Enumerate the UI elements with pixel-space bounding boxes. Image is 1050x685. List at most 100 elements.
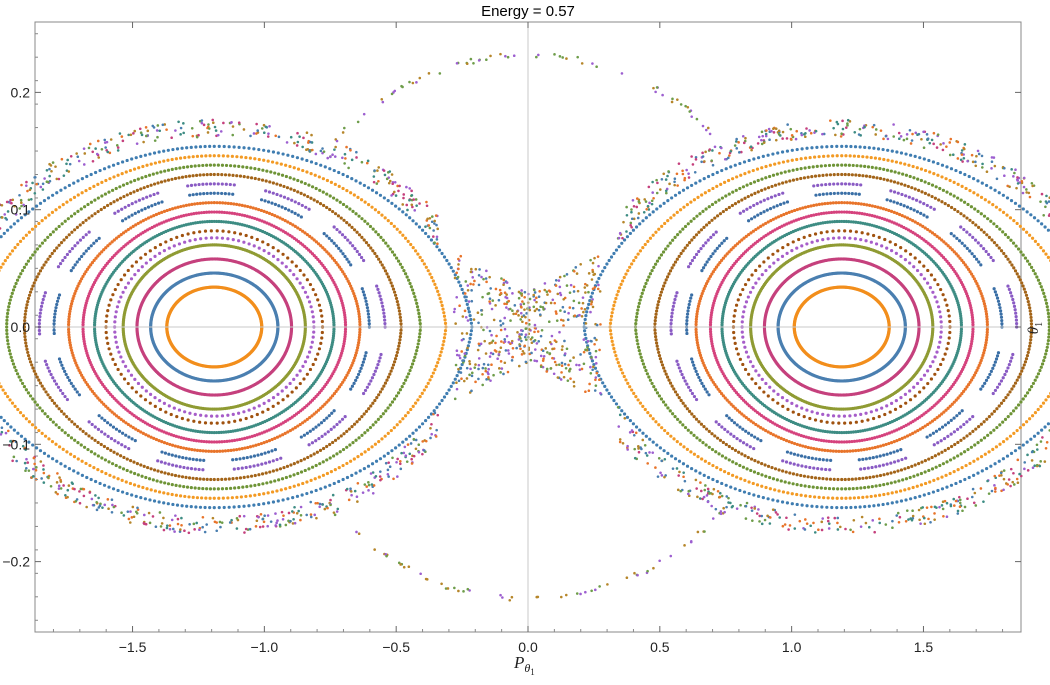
curve-point xyxy=(160,450,164,454)
chaotic-point xyxy=(116,149,120,152)
curve-point xyxy=(51,457,55,461)
curve-point xyxy=(220,173,224,177)
curve-point xyxy=(220,414,225,418)
chaotic-point xyxy=(130,516,134,519)
curve-point xyxy=(156,191,160,195)
curve-point xyxy=(233,419,237,423)
curve-point xyxy=(417,315,422,319)
chaotic-point xyxy=(400,451,403,455)
curve-point xyxy=(394,394,399,398)
chaotic-point xyxy=(255,122,258,126)
chaotic-point xyxy=(430,432,434,436)
chaotic-point xyxy=(302,136,305,140)
curve-point xyxy=(396,259,401,263)
curve-point xyxy=(14,281,18,286)
curve-point xyxy=(130,264,134,268)
curve-point xyxy=(406,239,410,243)
chaotic-point xyxy=(76,155,80,159)
chaotic-point xyxy=(6,210,10,213)
curve-point xyxy=(0,235,3,239)
curve-point xyxy=(152,499,157,503)
curve-point xyxy=(249,176,254,180)
curve-point xyxy=(182,465,186,470)
chaotic-point xyxy=(243,531,246,534)
curve-point xyxy=(366,186,371,190)
curve-point xyxy=(233,231,237,235)
curve-point xyxy=(9,225,13,229)
curve-point xyxy=(226,201,230,205)
curve-point xyxy=(120,160,125,164)
chaotic-point xyxy=(392,477,395,481)
chaotic-point xyxy=(87,146,91,150)
curve-point xyxy=(299,459,303,463)
curve-point xyxy=(289,187,293,191)
curve-point xyxy=(465,302,469,306)
chaotic-point xyxy=(206,131,210,134)
curve-point xyxy=(40,219,44,223)
curve-point xyxy=(415,345,420,349)
chaotic-point xyxy=(168,524,172,527)
curve-point xyxy=(389,428,393,433)
curve-point xyxy=(241,165,245,169)
curve-point xyxy=(261,482,265,486)
chaotic-point xyxy=(296,140,300,144)
curve-point xyxy=(417,425,422,429)
chaotic-point xyxy=(103,503,107,507)
curve-point xyxy=(191,174,195,178)
curve-point xyxy=(31,443,35,447)
curve-point xyxy=(24,306,28,310)
curve-point xyxy=(417,225,422,229)
chaotic-point xyxy=(285,141,289,144)
curve-point xyxy=(53,309,58,313)
curve-point xyxy=(296,167,301,171)
curve-point xyxy=(305,278,309,282)
chaotic-point xyxy=(15,459,18,463)
curve-point xyxy=(180,475,185,479)
curve-point xyxy=(186,184,190,188)
curve-point xyxy=(293,211,297,215)
curve-point xyxy=(361,290,365,294)
chaotic-point xyxy=(309,513,313,516)
curve-point xyxy=(113,439,117,443)
curve-point xyxy=(155,479,159,483)
curve-point xyxy=(384,409,388,413)
curve-point xyxy=(437,357,441,361)
chaotic-point xyxy=(122,514,126,517)
curve-point xyxy=(59,462,63,466)
curve-point xyxy=(351,244,355,248)
chaotic-point xyxy=(267,132,270,135)
curve-point xyxy=(140,176,144,180)
curve-point xyxy=(119,196,123,200)
chaotic-point xyxy=(156,124,160,127)
chaotic-point xyxy=(142,140,145,144)
curve-point xyxy=(153,396,157,400)
curve-point xyxy=(273,171,277,175)
curve-point xyxy=(181,455,185,460)
curve-point xyxy=(38,406,42,410)
chaotic-point xyxy=(405,185,408,189)
curve-point xyxy=(110,462,115,466)
curve-point xyxy=(121,290,125,294)
curve-point xyxy=(361,391,366,396)
curve-point xyxy=(312,330,316,334)
curve-point xyxy=(257,483,261,487)
curve-point xyxy=(208,154,212,158)
curve-point xyxy=(307,350,312,354)
curve-point xyxy=(104,178,108,183)
chaotic-point xyxy=(176,522,180,526)
chaotic-point xyxy=(333,155,337,158)
chaotic-point xyxy=(410,189,413,193)
chaotic-point xyxy=(436,413,440,417)
curve-point xyxy=(366,464,371,468)
curve-point xyxy=(159,480,163,484)
curve-point xyxy=(26,350,30,355)
curve-point xyxy=(198,201,202,205)
curve-point xyxy=(408,281,412,286)
curve-point xyxy=(125,193,129,197)
curve-point xyxy=(383,318,387,322)
curve-point xyxy=(390,400,395,404)
chaotic-point xyxy=(417,450,421,454)
curve-point xyxy=(273,479,277,483)
chaotic-point xyxy=(32,467,35,471)
curve-point xyxy=(130,157,134,161)
